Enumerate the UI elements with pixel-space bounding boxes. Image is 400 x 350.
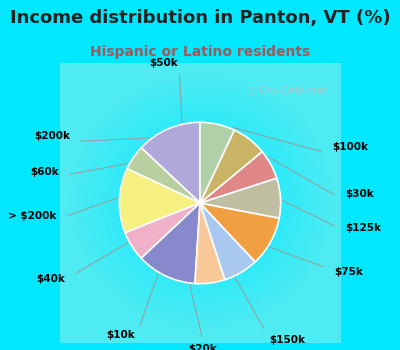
Text: > $200k: > $200k xyxy=(8,211,57,222)
Text: $40k: $40k xyxy=(37,274,66,284)
Text: Income distribution in Panton, VT (%): Income distribution in Panton, VT (%) xyxy=(10,9,390,27)
Text: $60k: $60k xyxy=(30,167,59,177)
Text: $200k: $200k xyxy=(34,131,70,141)
Wedge shape xyxy=(127,148,200,203)
Text: $10k: $10k xyxy=(106,330,135,340)
Text: $125k: $125k xyxy=(346,223,382,233)
Wedge shape xyxy=(200,130,262,203)
Text: Hispanic or Latino residents: Hispanic or Latino residents xyxy=(90,45,310,59)
Wedge shape xyxy=(200,152,277,203)
Text: $150k: $150k xyxy=(270,335,306,345)
Text: Ⓜ City-Data.com: Ⓜ City-Data.com xyxy=(250,86,329,96)
Wedge shape xyxy=(141,122,200,203)
Wedge shape xyxy=(200,203,279,262)
Wedge shape xyxy=(125,203,200,258)
Text: $20k: $20k xyxy=(188,344,217,350)
Wedge shape xyxy=(195,203,225,284)
Text: $100k: $100k xyxy=(332,142,368,152)
Text: $75k: $75k xyxy=(334,267,363,278)
Wedge shape xyxy=(141,203,200,284)
Text: $30k: $30k xyxy=(346,189,374,199)
Wedge shape xyxy=(200,203,255,280)
Text: $50k: $50k xyxy=(149,58,178,68)
Wedge shape xyxy=(200,178,281,218)
Wedge shape xyxy=(119,169,200,233)
Wedge shape xyxy=(200,122,234,203)
